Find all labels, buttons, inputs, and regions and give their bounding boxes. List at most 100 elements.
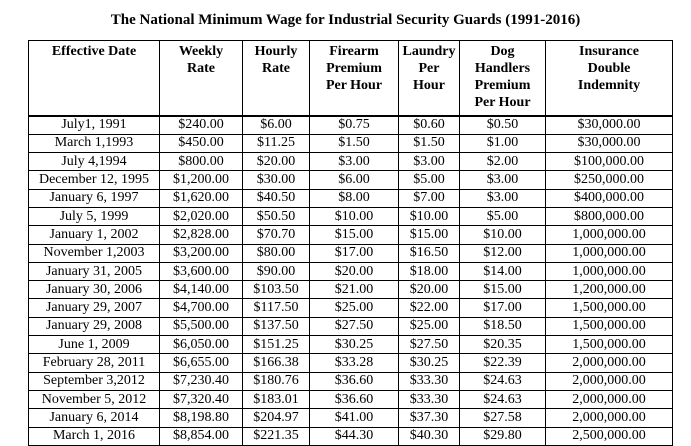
cell-effective-date: March 1, 2016 [28, 426, 160, 446]
table-row: January 6, 1997 $1,620.00 $40.50 $8.00 $7.00… [28, 188, 673, 208]
header-dog-handlers-premium: Dog Handlers Premium Per Hour [459, 40, 546, 116]
cell-laundry: $15.00 [398, 225, 460, 245]
cell-dog-handlers-premium: $0.50 [459, 114, 546, 135]
cell-hourly-rate: $180.76 [242, 371, 310, 391]
cell-effective-date: January 30, 2006 [28, 280, 160, 300]
cell-weekly-rate: $7,320.40 [159, 389, 243, 410]
header-text-line: Per [418, 61, 440, 76]
cell-weekly-rate: $2,020.00 [159, 206, 243, 227]
cell-weekly-rate: $800.00 [159, 152, 243, 172]
cell-insurance: $30,000.00 [545, 114, 673, 135]
cell-insurance: 1,200,000.00 [545, 280, 673, 300]
cell-laundry: $27.50 [398, 335, 460, 355]
header-insurance: Insurance Double Indemnity [545, 40, 673, 116]
cell-weekly-rate: $240.00 [159, 114, 243, 135]
cell-effective-date: January 1, 2002 [28, 225, 160, 245]
table-row: January 6, 2014 $8,198.80 $204.97 $41.00 $37… [28, 408, 673, 428]
cell-weekly-rate: $5,500.00 [159, 316, 243, 337]
cell-laundry: $7.00 [398, 188, 460, 208]
cell-effective-date: February 28, 2011 [28, 353, 160, 373]
header-row: Effective Date Weekly Rate Hourly Rate Firear… [28, 40, 673, 116]
header-text-line: Per Hour [325, 78, 383, 93]
header-text-line: Hour [413, 78, 445, 93]
cell-laundry: $37.30 [398, 408, 460, 428]
table-row: June 1, 2009 $6,050.00 $151.25 $30.25 $27.50… [28, 335, 673, 355]
cell-hourly-rate: $117.50 [242, 298, 310, 318]
header-effective-date: Effective Date [28, 40, 160, 116]
header-text-line: Premium [474, 78, 531, 93]
cell-laundry: $5.00 [398, 170, 460, 190]
table-row: December 12, 1995 $1,200.00 $30.00 $6.00 $5.… [28, 170, 673, 190]
cell-firearm-premium: $30.25 [309, 335, 399, 355]
cell-insurance: $800,000.00 [545, 206, 673, 227]
cell-insurance: 1,500,000.00 [545, 316, 673, 337]
header-firearm-premium: Firearm Premium Per Hour [309, 40, 399, 116]
cell-insurance: $250,000.00 [545, 170, 673, 190]
cell-effective-date: December 12, 1995 [28, 170, 160, 190]
header-text-line: Indemnity [577, 78, 641, 93]
cell-firearm-premium: $21.00 [309, 280, 399, 300]
cell-effective-date: July1, 1991 [28, 114, 160, 135]
cell-hourly-rate: $70.70 [242, 225, 310, 245]
header-text-line: Dog [490, 44, 515, 59]
table-row: March 1, 2016 $8,854.00 $221.35 $44.30 $40.3… [28, 426, 673, 446]
cell-insurance: 2,000,000.00 [545, 371, 673, 391]
cell-dog-handlers-premium: $20.35 [459, 335, 546, 355]
cell-firearm-premium: $44.30 [309, 426, 399, 446]
cell-weekly-rate: $7,230.40 [159, 371, 243, 391]
cell-weekly-rate: $2,828.00 [159, 225, 243, 245]
header-text-line: Laundry [402, 44, 456, 59]
cell-weekly-rate: $1,200.00 [159, 170, 243, 190]
cell-firearm-premium: $15.00 [309, 225, 399, 245]
cell-insurance: 1,000,000.00 [545, 243, 673, 263]
cell-insurance: 2,000,000.00 [545, 389, 673, 410]
cell-hourly-rate: $80.00 [242, 243, 310, 263]
table-row: September 3,2012 $7,230.40 $180.76 $36.60 $3… [28, 371, 673, 391]
header-text-line: Insurance [579, 44, 639, 59]
header-hourly-rate: Hourly Rate [242, 40, 310, 116]
cell-firearm-premium: $1.50 [309, 133, 399, 154]
cell-firearm-premium: $17.00 [309, 243, 399, 263]
cell-dog-handlers-premium: $1.00 [459, 133, 546, 154]
cell-laundry: $33.30 [398, 371, 460, 391]
cell-insurance: $100,000.00 [545, 152, 673, 172]
cell-laundry: $22.00 [398, 298, 460, 318]
cell-weekly-rate: $3,200.00 [159, 243, 243, 263]
cell-laundry: $20.00 [398, 280, 460, 300]
cell-insurance: 1,000,000.00 [545, 261, 673, 282]
cell-dog-handlers-premium: $15.00 [459, 280, 546, 300]
cell-effective-date: June 1, 2009 [28, 335, 160, 355]
cell-dog-handlers-premium: $18.50 [459, 316, 546, 337]
cell-weekly-rate: $4,140.00 [159, 280, 243, 300]
table-row: July 4,1994 $800.00 $20.00 $3.00 $3.00 $2.00 $… [28, 152, 673, 172]
cell-laundry: $10.00 [398, 206, 460, 227]
header-text-line: Weekly [178, 44, 224, 59]
cell-weekly-rate: $1,620.00 [159, 188, 243, 208]
header-text-line: Effective Date [51, 44, 137, 59]
cell-dog-handlers-premium: $22.39 [459, 353, 546, 373]
cell-laundry: $16.50 [398, 243, 460, 263]
cell-dog-handlers-premium: $5.00 [459, 206, 546, 227]
cell-insurance: $400,000.00 [545, 188, 673, 208]
cell-firearm-premium: $27.50 [309, 316, 399, 337]
cell-laundry: $30.25 [398, 353, 460, 373]
cell-effective-date: November 1,2003 [28, 243, 160, 263]
cell-weekly-rate: $3,600.00 [159, 261, 243, 282]
cell-hourly-rate: $221.35 [242, 426, 310, 446]
table-row: July1, 1991 $240.00 $6.00 $0.75 $0.60 $0.50 $3… [28, 114, 673, 135]
cell-laundry: $18.00 [398, 261, 460, 282]
header-text-line: Handlers [474, 61, 531, 76]
cell-hourly-rate: $90.00 [242, 261, 310, 282]
cell-hourly-rate: $166.38 [242, 353, 310, 373]
cell-laundry: $1.50 [398, 133, 460, 154]
table-row: January 29, 2008 $5,500.00 $137.50 $27.50 $2… [28, 316, 673, 337]
cell-dog-handlers-premium: $12.00 [459, 243, 546, 263]
cell-effective-date: January 6, 2014 [28, 408, 160, 428]
cell-effective-date: July 4,1994 [28, 152, 160, 172]
cell-hourly-rate: $151.25 [242, 335, 310, 355]
table-row: January 31, 2005 $3,600.00 $90.00 $20.00 $18… [28, 261, 673, 282]
cell-firearm-premium: $36.60 [309, 371, 399, 391]
header-text-line: Per Hour [474, 95, 531, 110]
header-text-line: Firearm [329, 44, 379, 59]
table-row: February 28, 2011 $6,655.00 $166.38 $33.28 $… [28, 353, 673, 373]
